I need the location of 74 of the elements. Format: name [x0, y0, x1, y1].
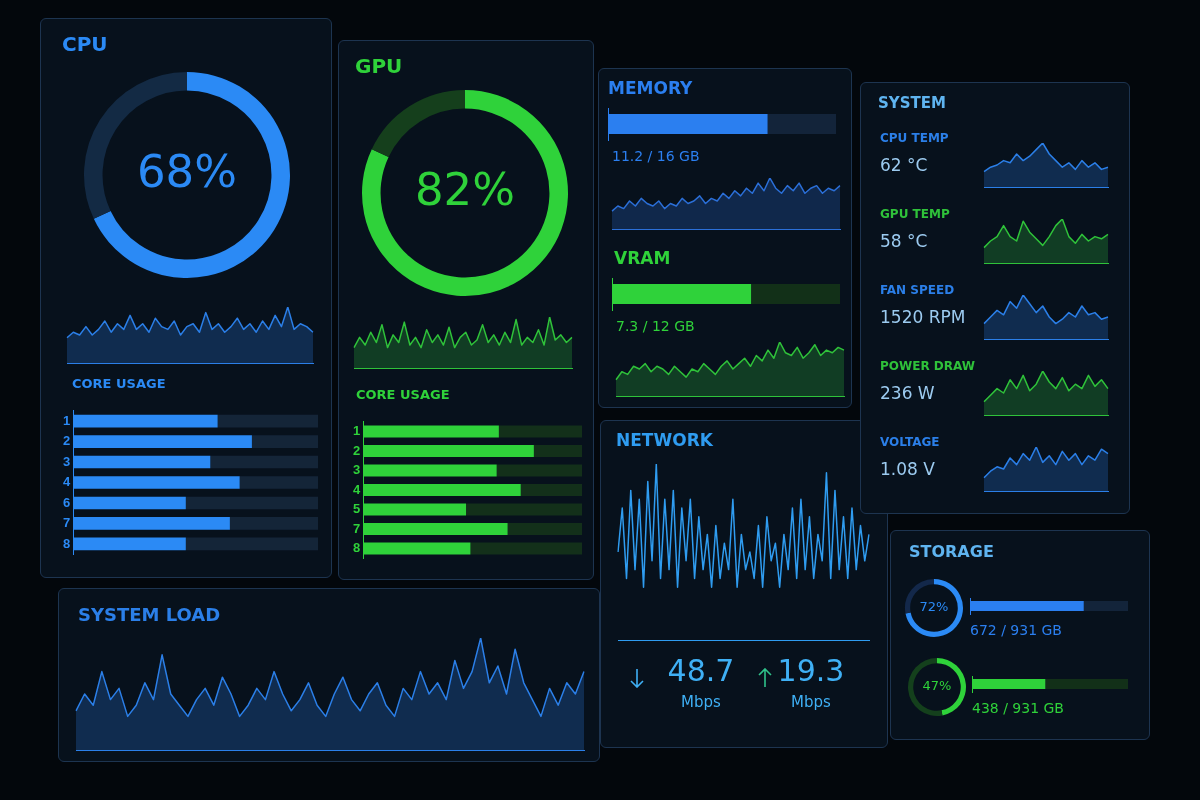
text: 438 / 931 GB [972, 700, 1064, 716]
bar [363, 483, 521, 497]
text: 11.2 / 16 GB [612, 148, 700, 164]
bar [251, 435, 318, 448]
bar [73, 537, 186, 551]
bar [210, 455, 318, 469]
chart-title: GPU TEMP [880, 207, 950, 221]
bar [229, 517, 318, 530]
text: 7.3 / 12 GB [616, 318, 695, 334]
bar [73, 517, 230, 530]
chart-title: VRAM [614, 248, 671, 268]
bar [470, 542, 582, 555]
bar [466, 503, 582, 516]
y-tick-label: 7 [353, 520, 361, 536]
y-tick-label: 3 [353, 462, 361, 478]
data-label: 47% [922, 678, 952, 694]
bar [520, 483, 582, 497]
bar [239, 476, 318, 489]
y-tick-label: 2 [63, 433, 71, 449]
text: Mbps [680, 693, 722, 713]
text: 1520 RPM [880, 307, 966, 327]
chart-title: SYSTEM LOAD [78, 604, 221, 625]
text: Mbps [790, 693, 832, 713]
data-label: 68% [136, 144, 238, 198]
bar [363, 522, 508, 536]
text: 48.7 [666, 653, 736, 690]
bar [533, 444, 582, 458]
y-tick-label: 8 [63, 535, 71, 551]
bar [363, 464, 497, 477]
text: STORAGE [909, 542, 994, 561]
text: SYSTEM [878, 94, 946, 112]
y-tick-label: 6 [63, 494, 71, 510]
bar [496, 464, 582, 477]
chart-title: GPU [355, 54, 403, 78]
bar [363, 444, 534, 458]
bar [363, 425, 499, 438]
text: 62 °C [880, 155, 928, 175]
y-tick-label: 1 [353, 423, 361, 439]
bar [73, 455, 211, 469]
bar [498, 425, 582, 438]
bar [363, 503, 467, 516]
y-tick-label: 5 [353, 501, 361, 517]
bar [185, 537, 318, 551]
y-tick-label: 2 [353, 442, 361, 458]
bar [73, 414, 218, 428]
y-tick-label: 1 [63, 412, 71, 428]
chart-title: CPU [62, 32, 108, 56]
chart-title: NETWORK [616, 430, 713, 450]
text: 58 °C [880, 231, 928, 251]
text: 672 / 931 GB [970, 622, 1062, 638]
chart-title: CORE USAGE [356, 387, 450, 402]
data-label: 82% [414, 162, 516, 216]
y-tick-label: 4 [63, 474, 71, 490]
chart-title: VOLTAGE [880, 435, 940, 449]
y-tick-label: 4 [353, 481, 361, 497]
chart-title: POWER DRAW [880, 359, 976, 373]
y-tick-label: 7 [63, 515, 71, 531]
text: 1.08 V [880, 459, 935, 479]
bar [363, 542, 471, 555]
bar [73, 476, 240, 489]
chart-title: CORE USAGE [72, 376, 166, 391]
data-label: 72% [919, 599, 949, 615]
chart-title: FAN SPEED [880, 283, 955, 297]
chart-title: MEMORY [608, 78, 693, 98]
bar [507, 522, 582, 536]
y-tick-label: 8 [353, 540, 361, 556]
bar [185, 496, 318, 510]
text: 19.3 [776, 653, 846, 690]
y-tick-label: 3 [63, 453, 71, 469]
bar [73, 435, 252, 448]
chart-title: CPU TEMP [880, 131, 949, 145]
text: 236 W [880, 383, 935, 403]
bar [217, 414, 318, 428]
bar [73, 496, 186, 510]
